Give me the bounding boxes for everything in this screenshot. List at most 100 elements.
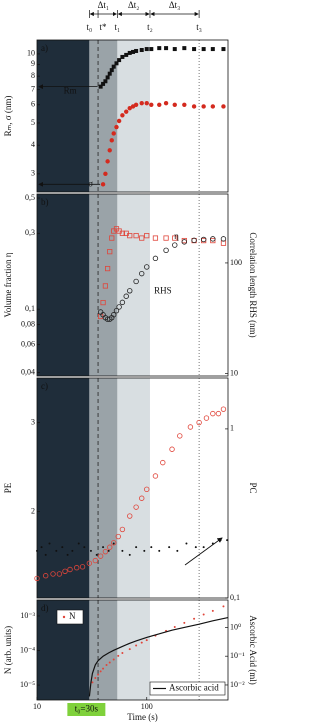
point: [107, 549, 110, 552]
point: [210, 47, 215, 52]
point: [222, 605, 225, 608]
point: [158, 549, 161, 552]
point: [144, 47, 149, 52]
point: [144, 486, 150, 493]
point: [193, 617, 196, 620]
panel-label: c): [41, 381, 48, 391]
point: [114, 124, 119, 130]
time-label: t₁: [115, 22, 121, 32]
legend-box: [56, 609, 84, 625]
x-axis-label: Time (s): [127, 712, 157, 722]
point: [150, 546, 153, 549]
point: [119, 230, 125, 236]
point: [121, 651, 124, 654]
point: [140, 641, 143, 644]
point: [169, 446, 175, 452]
panel-frame: [36, 39, 229, 193]
legend-box: [149, 681, 226, 696]
point: [133, 102, 139, 108]
point: [98, 84, 103, 89]
y-tick-label: 0,5: [25, 193, 35, 202]
point: [210, 104, 216, 109]
y-tick-label: 7: [31, 84, 35, 93]
point: [221, 104, 226, 109]
point: [191, 237, 197, 244]
y-tick-label: 8: [31, 71, 35, 80]
point: [101, 81, 106, 86]
point: [152, 255, 159, 262]
point: [105, 664, 108, 667]
point: [194, 546, 197, 549]
point: [157, 46, 162, 51]
point: [102, 548, 109, 555]
point: [116, 304, 122, 310]
point: [100, 182, 106, 187]
point: [95, 553, 98, 556]
phase-region: [117, 600, 150, 700]
point: [120, 54, 125, 59]
point: [115, 533, 121, 540]
y-tick-label: 10⁻³: [20, 611, 35, 620]
point: [168, 546, 171, 549]
point: [113, 307, 120, 314]
y2-tick-label: 10⁻²: [230, 680, 245, 689]
y-tick-label: 0,1: [25, 304, 35, 313]
point: [119, 299, 126, 306]
point: [160, 459, 166, 466]
point: [124, 109, 129, 114]
point: [185, 542, 188, 545]
point: [157, 102, 162, 108]
point: [210, 237, 216, 244]
y2-tick-label: 10⁻¹: [230, 651, 245, 660]
point: [102, 546, 105, 549]
point: [108, 661, 111, 664]
point: [182, 46, 187, 51]
point: [187, 424, 194, 430]
y2-axis-label: PC: [248, 482, 258, 493]
phase-region: [37, 378, 90, 598]
y-tick-label: 5: [31, 118, 35, 127]
panel-frame: [36, 599, 229, 701]
point: [114, 61, 119, 66]
point: [152, 235, 159, 241]
point: [127, 105, 132, 111]
trend-arrow: [184, 537, 223, 566]
point: [128, 553, 131, 556]
y2-axis-label: Correlation length RHS (nm): [248, 232, 258, 337]
point: [128, 648, 131, 651]
y-tick-label: 0,3: [25, 228, 35, 237]
point: [105, 265, 111, 272]
point: [91, 681, 94, 684]
point: [172, 47, 177, 52]
y2-tick-label: 10: [230, 368, 238, 377]
panel-frame: [36, 193, 229, 377]
legend-marker: [62, 615, 66, 619]
series-label: RHS: [154, 286, 172, 296]
point: [149, 102, 154, 108]
y-tick-label: 3: [31, 169, 35, 178]
y2-tick-label: 10⁰: [230, 622, 241, 631]
point: [133, 278, 139, 285]
phase-label: Δt₃: [169, 0, 180, 10]
y-tick-label: 9: [31, 59, 35, 68]
point: [100, 299, 106, 306]
point: [177, 433, 183, 439]
point: [200, 236, 207, 243]
x-tick-label: 100: [141, 702, 153, 711]
legend-label: Ascorbic acid: [169, 683, 219, 693]
panel-label: b): [41, 197, 49, 207]
point: [92, 557, 99, 564]
point: [42, 573, 49, 579]
point: [176, 549, 179, 552]
point: [86, 560, 93, 566]
point: [172, 242, 178, 248]
point: [61, 546, 64, 549]
point: [112, 542, 115, 545]
point: [77, 542, 80, 545]
panel-label: a): [41, 43, 48, 53]
point: [135, 546, 138, 549]
point: [221, 47, 226, 52]
series-label: η: [174, 231, 179, 241]
point: [107, 148, 112, 153]
